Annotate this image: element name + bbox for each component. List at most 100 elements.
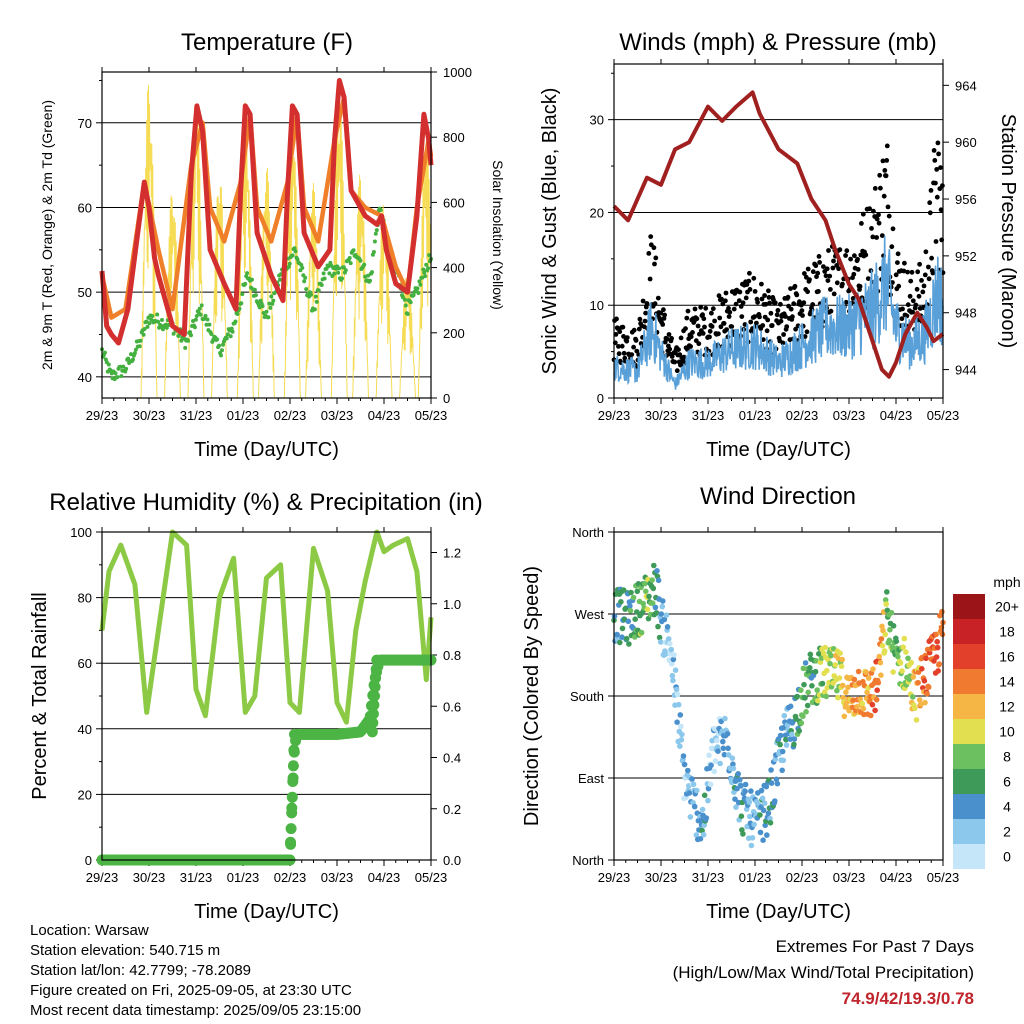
dewpoint-point: [417, 279, 422, 284]
dewpoint-point: [133, 347, 138, 352]
gust-point: [834, 280, 840, 286]
direction-point: [722, 715, 728, 722]
gust-point: [837, 247, 843, 253]
dewpoint-point: [374, 228, 379, 233]
dewpoint-point: [266, 315, 271, 320]
gust-point: [807, 277, 812, 282]
direction-point: [819, 680, 826, 687]
gust-point: [827, 273, 833, 279]
direction-point: [720, 738, 726, 745]
direction-point: [865, 675, 872, 681]
precip-step-point: [370, 672, 382, 684]
dewpoint-point: [415, 286, 420, 291]
direction-point: [809, 683, 815, 689]
gust-point: [707, 334, 712, 340]
direction-point: [873, 696, 880, 703]
direction-point: [855, 668, 862, 675]
gust-point: [828, 287, 833, 292]
gust-point: [666, 332, 672, 337]
gust-point: [764, 328, 770, 334]
direction-point: [698, 817, 704, 824]
precip-step-point: [285, 823, 297, 835]
direction-point: [757, 812, 763, 818]
direction-point: [747, 813, 753, 820]
direction-point: [895, 653, 901, 660]
gust-point: [683, 326, 688, 331]
direction-point: [791, 741, 797, 748]
direction-point: [935, 668, 941, 674]
gust-point: [915, 269, 921, 275]
temperature-chart: Temperature (F) Time (Day/UTC) 40 50 60 70 0 20…: [39, 29, 506, 461]
y-tick-label: 10: [590, 298, 604, 313]
colorbar-label: 8: [1003, 749, 1011, 765]
gust-point: [821, 264, 826, 269]
chart-title: Relative Humidity (%) & Precipitation (i…: [49, 489, 482, 516]
gust-point: [751, 275, 757, 281]
direction-point: [835, 694, 841, 701]
x-tick-label: 04/23: [880, 870, 913, 885]
direction-point: [670, 656, 677, 663]
gust-point: [938, 207, 944, 213]
gust-point: [684, 315, 690, 321]
colorbar-swatch: [953, 594, 985, 619]
dewpoint-point: [132, 351, 137, 356]
direction-point: [618, 599, 624, 605]
colorbar-swatch: [953, 744, 985, 769]
gust-point: [876, 212, 881, 218]
direction-point: [685, 767, 691, 774]
gust-point: [936, 151, 941, 157]
direction-point: [646, 593, 652, 600]
dewpoint-point: [337, 266, 342, 271]
precip-step-point: [371, 654, 383, 666]
direction-point: [663, 651, 669, 657]
x-tick-label: 02/23: [274, 870, 307, 885]
gust-point: [801, 300, 807, 306]
gust-point: [688, 344, 693, 349]
y-tick-label: 40: [78, 722, 92, 737]
direction-point: [915, 679, 921, 686]
dewpoint-point: [250, 277, 254, 282]
direction-point: [644, 606, 651, 613]
gust-point: [850, 296, 856, 301]
dewpoint-point: [245, 271, 250, 276]
gust-point: [893, 272, 899, 278]
gust-point: [913, 302, 919, 308]
gust-point: [652, 261, 657, 267]
direction-point: [933, 631, 939, 638]
y-tick-label: West: [575, 607, 605, 622]
gust-point: [738, 304, 744, 309]
direction-point: [767, 815, 773, 822]
dewpoint-point: [219, 353, 223, 358]
elevation-text: Station elevation: 540.715 m: [30, 942, 221, 959]
direction-point: [893, 638, 900, 645]
y-tick-label: 20: [78, 787, 92, 802]
direction-point: [762, 822, 768, 829]
gust-point: [766, 295, 772, 300]
direction-point: [824, 667, 830, 674]
y-right-tick-label: 0.0: [443, 853, 461, 868]
dewpoint-point: [243, 281, 248, 286]
dewpoint-point: [304, 287, 309, 292]
gust-point: [736, 298, 742, 304]
dewpoint-point: [192, 325, 197, 330]
gust-point: [895, 251, 901, 257]
direction-point: [908, 659, 914, 666]
colorbar-swatch: [953, 719, 985, 744]
direction-point: [783, 736, 789, 743]
x-tick-label: 31/23: [692, 408, 725, 423]
gust-point: [700, 331, 706, 336]
gust-point: [889, 244, 895, 250]
direction-point: [653, 610, 660, 616]
gust-point: [886, 213, 892, 219]
direction-point: [622, 605, 629, 612]
direction-point: [818, 655, 825, 661]
direction-point: [689, 776, 695, 782]
direction-point: [791, 736, 798, 742]
gust-point: [709, 310, 714, 316]
x-tick-label: 04/23: [880, 408, 913, 423]
gust-point: [702, 324, 707, 330]
gust-point: [816, 289, 821, 294]
dewpoint-point: [102, 350, 107, 355]
direction-point: [839, 682, 846, 689]
dewpoint-point: [198, 312, 203, 317]
